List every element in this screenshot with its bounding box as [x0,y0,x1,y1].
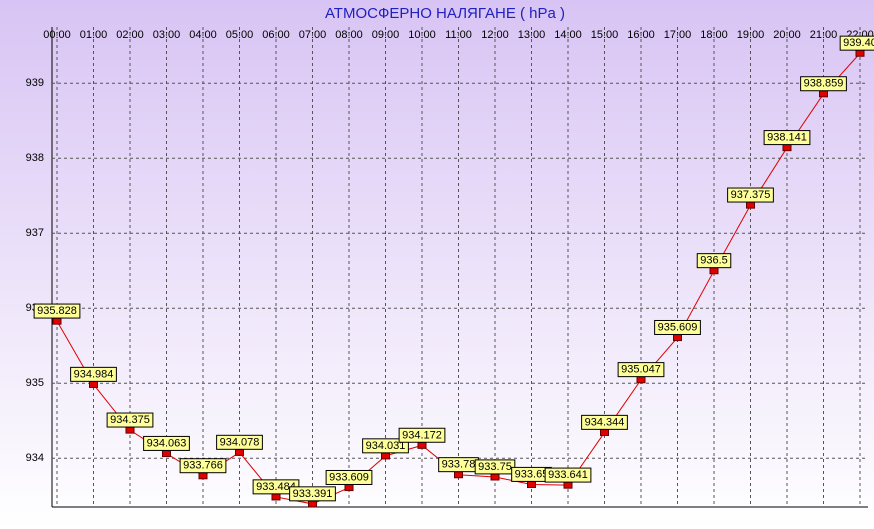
data-label-box [727,187,774,203]
point [600,428,609,436]
data-label: 933.75 [478,461,512,473]
x-tick-label: 19:00 [737,29,765,41]
data-label-box [179,458,227,474]
point [855,49,865,57]
data-label-box [654,319,701,335]
point [527,481,536,488]
data-label-box [106,412,154,428]
data-label: 934.375 [110,414,150,426]
point [417,441,427,449]
point [709,267,719,275]
data-label: 933.65 [515,468,549,480]
data-label: 938.859 [804,78,844,90]
x-tick-label: 02:00 [116,29,144,41]
x-tick-label: 01:00 [80,29,108,41]
point [381,452,390,460]
data-label-box [839,35,874,51]
point [344,484,354,492]
y-tick-label: 934 [26,452,44,464]
x-tick-label: 21:00 [810,29,838,41]
data-label-box [763,130,811,146]
data-label-box [800,76,847,92]
x-tick-label: 13:00 [518,29,546,41]
point [52,317,62,325]
data-label: 934.063 [147,437,187,449]
data-label-box [398,427,446,443]
data-label: 934.344 [585,416,625,428]
x-tick-label: 17:00 [664,29,692,41]
data-label-box [289,486,336,502]
data-label-box [325,469,373,485]
x-tick-label: 16:00 [627,29,655,41]
point [636,376,646,384]
point [89,380,98,388]
data-label: 936.5 [700,255,728,267]
data-label-box [362,438,409,454]
data-label: 934.172 [402,429,442,441]
x-tick-label: 10:00 [408,29,436,41]
x-tick-label: 12:00 [481,29,509,41]
data-label-box [70,366,117,382]
data-label-box [143,435,190,451]
data-label-box [216,434,263,450]
data-label-box [33,303,81,319]
x-tick-label: 05:00 [226,29,254,41]
data-label: 938.141 [767,132,807,144]
data-label-box [544,467,592,483]
x-tick-label: 11:00 [445,29,472,41]
point [125,426,135,434]
point [819,90,828,98]
data-label-box [581,414,628,430]
data-label: 937.375 [731,189,771,201]
data-label-box [696,253,732,269]
point [746,201,755,209]
data-label: 935.609 [658,321,698,333]
data-label: 934.031 [366,440,406,452]
x-tick-label: 04:00 [189,29,217,41]
data-label: 934.078 [220,436,260,448]
data-label: 933.609 [329,471,369,483]
x-tick-label: 18:00 [700,29,728,41]
data-label: 939.40 [843,37,874,49]
point [782,144,792,152]
y-tick-label: 938 [26,152,44,164]
data-label: 933.391 [293,488,333,500]
y-tick-label: 937 [26,227,44,239]
data-label: 935.047 [621,364,661,376]
point [673,334,682,342]
point [271,493,281,501]
data-label: 933.484 [256,481,296,493]
x-tick-label: 15:00 [591,29,619,41]
x-tick-label: 00:00 [43,29,71,41]
data-label: 935.828 [37,305,77,317]
y-tick-label: 935 [26,377,44,389]
data-label: 933.78 [442,459,476,471]
point [490,473,500,481]
chart-title: АТМОСФЕРНО НАЛЯГАНЕ ( hPa ) [325,5,565,22]
point [235,448,244,456]
x-tick-label: 07:00 [299,29,327,41]
point [198,472,208,480]
x-tick-label: 14:00 [554,29,582,41]
y-tick-label: 939 [26,77,44,89]
data-label: 933.641 [548,469,588,481]
data-label-box [617,362,665,378]
x-tick-label: 03:00 [153,29,181,41]
data-label: 933.766 [183,460,223,472]
x-tick-label: 09:00 [372,29,400,41]
x-tick-label: 20:00 [773,29,801,41]
x-tick-label: 06:00 [262,29,290,41]
data-label: 934.984 [74,368,114,380]
x-tick-label: 08:00 [335,29,363,41]
point [162,450,171,458]
point [308,500,317,508]
point [563,481,573,489]
point [454,471,463,479]
